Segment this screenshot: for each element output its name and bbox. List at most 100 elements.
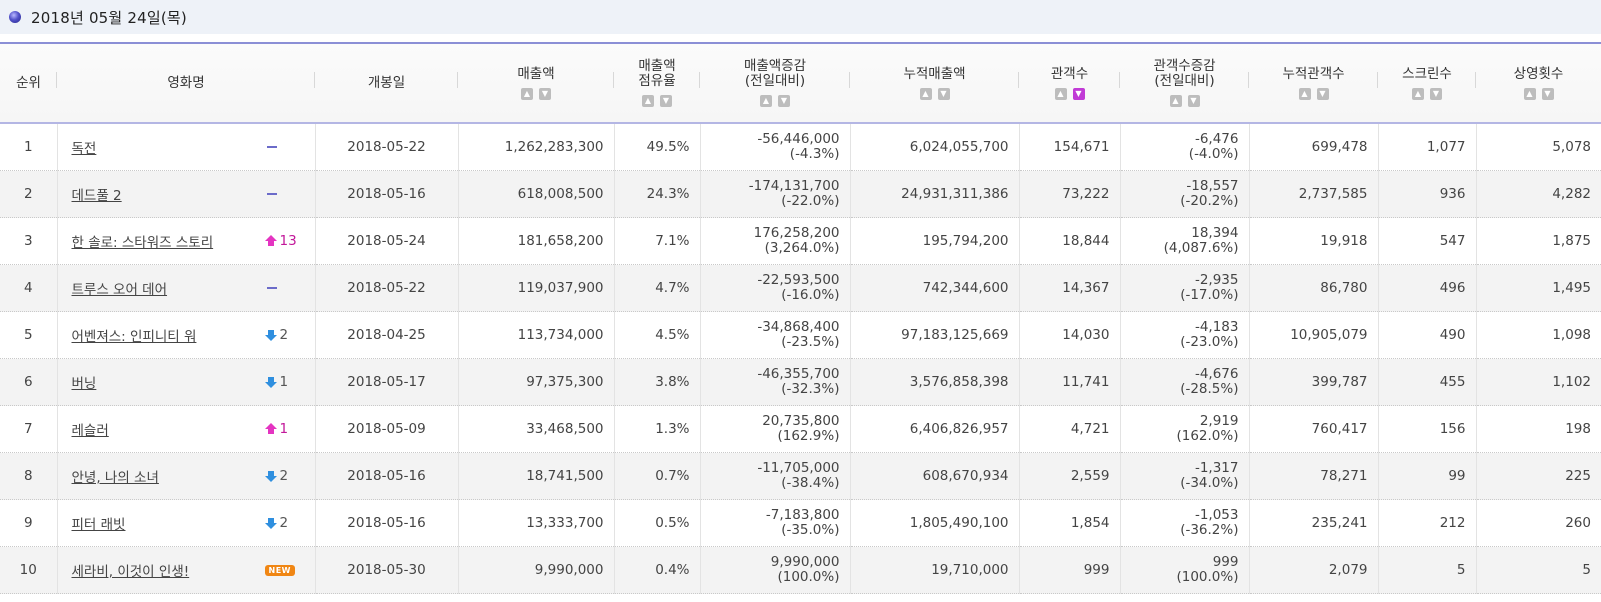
screens-cell: 496 [1378, 264, 1477, 312]
sort-asc-icon[interactable]: ▲ [521, 87, 533, 100]
screens-cell: 5 [1378, 546, 1477, 594]
movie-title-link[interactable]: 안녕, 나의 소녀 [71, 470, 159, 486]
audience-diff-cell-value: 999 [1212, 554, 1239, 570]
sort-desc-icon[interactable]: ▼ [1187, 95, 1200, 107]
sales-diff-cell-percent: (-22.0%) [781, 193, 840, 209]
share-cell: 7.1% [614, 217, 701, 265]
audience-diff-cell-percent: (-23.0%) [1180, 334, 1239, 350]
sales-diff-cell: -56,446,000 (-4.3%) [700, 123, 851, 171]
audience-diff-cell: -18,557 (-20.2%) [1120, 170, 1250, 218]
shows-cell: 1,102 [1476, 358, 1601, 406]
movie-title-link[interactable]: 데드풀 2 [71, 188, 122, 204]
table-row: 5 어벤져스: 인피니티 워 2 2018-04-25 113,734,000 4.5% -… [0, 311, 1601, 359]
header-divider [0, 42, 1601, 44]
movie-title-link[interactable]: 피터 래빗 [71, 517, 126, 533]
audience-diff-cell-percent: (100.0%) [1176, 569, 1239, 585]
rank-change-value: 13 [279, 233, 297, 249]
sales-diff-cell: 9,990,000 (100.0%) [700, 546, 851, 594]
movie-title-link[interactable]: 버닝 [71, 376, 97, 392]
sort-asc-icon[interactable]: ▲ [1523, 87, 1536, 100]
share-cell: 0.4% [614, 546, 701, 594]
sort-desc-icon[interactable]: ▼ [1316, 87, 1329, 100]
table-row: 7 레슬러 1 2018-05-09 33,468,500 1.3% 20,735,800(… [0, 405, 1601, 453]
sales-cell: 113,734,000 [458, 311, 615, 359]
acc-sales-cell: 3,576,858,398 [850, 358, 1020, 406]
sales-cell: 9,990,000 [458, 546, 615, 594]
shows-cell: 198 [1476, 405, 1601, 453]
sort-controls: ▲ ▼ [1120, 95, 1249, 107]
rank-down-icon [264, 377, 277, 388]
audience-diff-cell-value: -18,557 [1186, 178, 1239, 194]
share-cell: 0.7% [614, 452, 701, 500]
rank-down-icon [264, 518, 277, 529]
acc-sales-cell: 195,794,200 [850, 217, 1020, 265]
table-row: 4 트루스 오어 데어 2018-05-22 119,037,900 4.7% -22,5… [0, 264, 1601, 312]
sales-diff-cell: -46,355,700 (-32.3%) [700, 358, 851, 406]
sort-desc-icon[interactable]: ▼ [1541, 87, 1554, 100]
acc-audience-cell: 2,079 [1249, 546, 1379, 594]
sales-cell: 18,741,500 [458, 452, 615, 500]
sort-desc-icon[interactable]: ▼ [937, 87, 950, 100]
rank-change: NEW [264, 564, 305, 576]
sales-diff-cell: -174,131,700 (-22.0%) [700, 170, 851, 218]
share-cell: 24.3% [614, 170, 701, 218]
sort-desc-icon[interactable]: ▼ [778, 95, 790, 107]
sort-desc-icon[interactable]: ▼ [660, 95, 672, 107]
audience-diff-cell: -4,676 (-28.5%) [1120, 358, 1250, 406]
shows-cell: 1,098 [1476, 311, 1601, 359]
column-header: 관객수증감 (전일대비) ▲ ▼ [1120, 44, 1249, 124]
open-date-cell: 2018-04-25 [315, 311, 459, 359]
sort-asc-icon[interactable]: ▲ [642, 95, 654, 107]
acc-sales-cell: 1,805,490,100 [850, 499, 1020, 547]
sort-asc-icon[interactable]: ▲ [760, 95, 772, 107]
box-office-table: 순위 영화명 개봉일 매출액 ▲ ▼ 매출액 점유율 ▲ ▼ 매출액증감 (전일대비) ▲ ▼ 누적매출액 ▲… [0, 44, 1601, 594]
movie-title-link[interactable]: 독전 [71, 141, 97, 157]
sort-asc-icon[interactable]: ▲ [1054, 87, 1067, 100]
open-date-cell: 2018-05-24 [315, 217, 459, 265]
sort-asc-icon[interactable]: ▲ [1169, 95, 1182, 107]
movie-title-link[interactable]: 한 솔로: 스타워즈 스토리 [71, 235, 214, 251]
shows-cell: 1,875 [1476, 217, 1601, 265]
sales-cell: 618,008,500 [458, 170, 615, 218]
rank-cell: 4 [0, 264, 58, 312]
title-cell: 피터 래빗 2 [57, 499, 316, 547]
rank-cell: 2 [0, 170, 58, 218]
sales-diff-cell-value: 9,990,000 [770, 554, 840, 570]
no-change-icon [266, 146, 277, 148]
share-cell: 1.3% [614, 405, 701, 453]
title-cell: 데드풀 2 [57, 170, 316, 218]
audience-diff-cell-value: 2,919 [1199, 413, 1239, 429]
sort-asc-icon[interactable]: ▲ [1298, 87, 1311, 100]
sort-desc-icon[interactable]: ▼ [1072, 87, 1085, 100]
table-row: 10 세라비, 이것이 인생! NEW 2018-05-30 9,990,000 0.4%… [0, 546, 1601, 594]
screens-cell: 490 [1378, 311, 1477, 359]
audience-diff-cell-percent: (-34.0%) [1180, 475, 1239, 491]
audience-diff-cell-percent: (-28.5%) [1180, 381, 1239, 397]
column-header-label: 누적매출액 [903, 65, 966, 82]
audience-diff-cell: -6,476 (-4.0%) [1120, 123, 1250, 171]
audience-diff-cell: -1,053 (-36.2%) [1120, 499, 1250, 547]
sales-cell: 181,658,200 [458, 217, 615, 265]
movie-title-link[interactable]: 세라비, 이것이 인생! [71, 564, 190, 580]
sort-asc-icon[interactable]: ▲ [919, 87, 932, 100]
open-date-cell: 2018-05-09 [315, 405, 459, 453]
movie-title-link[interactable]: 트루스 오어 데어 [71, 282, 168, 298]
title-cell: 트루스 오어 데어 [57, 264, 316, 312]
movie-title-link[interactable]: 어벤져스: 인피니티 워 [71, 329, 197, 345]
column-separator [699, 72, 700, 88]
acc-sales-cell: 6,406,826,957 [850, 405, 1020, 453]
sales-cell: 97,375,300 [458, 358, 615, 406]
sort-desc-icon[interactable]: ▼ [539, 87, 551, 100]
bullet-icon [9, 11, 21, 23]
screens-cell: 212 [1378, 499, 1477, 547]
shows-cell: 5,078 [1476, 123, 1601, 171]
rank-cell: 9 [0, 499, 58, 547]
movie-title-link[interactable]: 레슬러 [71, 423, 109, 439]
audience-cell: 999 [1019, 546, 1121, 594]
sort-asc-icon[interactable]: ▲ [1412, 87, 1424, 100]
screens-cell: 156 [1378, 405, 1477, 453]
no-change-icon [266, 193, 277, 195]
audience-diff-cell-percent: (-36.2%) [1180, 522, 1239, 538]
acc-audience-cell: 10,905,079 [1249, 311, 1379, 359]
sort-desc-icon[interactable]: ▼ [1430, 87, 1442, 100]
